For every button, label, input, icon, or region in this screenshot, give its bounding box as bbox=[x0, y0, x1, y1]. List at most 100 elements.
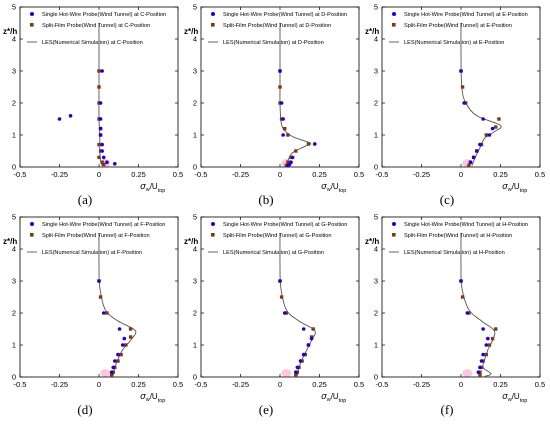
x-tick-label: 0.25 bbox=[131, 380, 146, 389]
hotwire-point bbox=[487, 133, 492, 137]
x-tick-label: -0.25 bbox=[413, 380, 430, 389]
panel-caption: (f) bbox=[441, 402, 454, 417]
x-tick-label: 0.25 bbox=[493, 380, 508, 389]
hotwire-point bbox=[281, 133, 285, 137]
hotwire-point bbox=[98, 133, 103, 137]
legend-label-les: LES(Numerical Simulation) at E-Position bbox=[404, 40, 504, 46]
split-film-point bbox=[119, 352, 123, 357]
x-tick-label: 0 bbox=[97, 170, 101, 179]
y-tick-label: 4 bbox=[12, 245, 16, 254]
legend-label-split: Split-Film Probe(Wind Tunnel) at F-Posit… bbox=[42, 233, 150, 239]
x-tick-label: 0 bbox=[278, 170, 282, 179]
hotwire-point bbox=[486, 336, 490, 341]
split-film-point bbox=[286, 160, 290, 164]
legend-label-hotwire: Single Hot-Wire Probe(Wind Tunnel) at H-… bbox=[404, 222, 528, 228]
split-film-point bbox=[494, 125, 498, 129]
x-tick-label: -0.5 bbox=[195, 380, 208, 389]
y-tick-label: 5 bbox=[374, 3, 378, 12]
y-tick-label: 0 bbox=[374, 373, 378, 382]
x-axis-label: σw/Utop bbox=[140, 391, 165, 404]
hotwire-point bbox=[286, 163, 290, 168]
hotwire-point bbox=[113, 359, 117, 363]
chart-panel: 0 1 2 3 4 5 -0.5 -0.25 0 0.25 0.5 z*/h σw/Utop Single… bbox=[184, 213, 364, 417]
hotwire-point bbox=[57, 117, 62, 121]
y-tick-label: 5 bbox=[374, 213, 378, 222]
split-film-point bbox=[494, 327, 498, 331]
split-film-point bbox=[97, 142, 101, 147]
hotwire-point bbox=[290, 155, 295, 160]
hotwire-point bbox=[475, 149, 479, 153]
legend-marker-split bbox=[30, 233, 34, 237]
legend-label-hotwire: Single Hot-Wire Probe(Wind Tunnel) at D-… bbox=[223, 12, 347, 18]
x-tick-label: -0.5 bbox=[195, 170, 208, 179]
split-film-point bbox=[487, 343, 492, 347]
y-tick-label: 4 bbox=[193, 245, 197, 254]
hotwire-point bbox=[309, 336, 314, 341]
hotwire-point bbox=[478, 365, 482, 370]
split-film-point bbox=[460, 295, 465, 299]
y-tick-label: 0 bbox=[374, 163, 378, 172]
legend-label-split: Split-Film Probe(Wind Tunnel) at H-Posit… bbox=[404, 233, 512, 239]
hotwire-point bbox=[97, 279, 101, 283]
hotwire-point bbox=[465, 311, 470, 315]
split-film-point bbox=[490, 336, 495, 341]
hotwire-point bbox=[479, 359, 484, 363]
base-highlight bbox=[462, 369, 473, 378]
legend-marker-hotwire bbox=[211, 222, 215, 226]
split-film-point bbox=[279, 295, 284, 299]
hotwire-point bbox=[301, 352, 306, 357]
y-axis-label: z*/h bbox=[365, 237, 379, 246]
hotwire-point bbox=[98, 126, 103, 131]
legend-marker-hotwire bbox=[30, 222, 34, 226]
x-tick-label: 0.25 bbox=[312, 170, 327, 179]
y-tick-label: 4 bbox=[12, 35, 16, 44]
y-tick-label: 3 bbox=[193, 277, 197, 286]
hotwire-point bbox=[101, 155, 106, 160]
hotwire-point bbox=[105, 160, 109, 164]
legend-marker-hotwire bbox=[211, 12, 215, 16]
hotwire-point bbox=[282, 311, 287, 315]
y-axis-label: z*/h bbox=[3, 237, 17, 246]
hotwire-point bbox=[122, 336, 127, 341]
hotwire-point bbox=[476, 370, 481, 374]
y-tick-label: 2 bbox=[374, 309, 378, 318]
y-tick-label: 0 bbox=[193, 163, 197, 172]
hotwire-point bbox=[484, 343, 489, 347]
y-tick-label: 5 bbox=[193, 3, 197, 12]
hotwire-point bbox=[100, 69, 104, 73]
split-film-point bbox=[286, 133, 290, 137]
panel-caption: (e) bbox=[259, 402, 273, 417]
split-film-point bbox=[306, 142, 311, 146]
hotwire-point bbox=[459, 69, 463, 73]
hotwire-point bbox=[111, 365, 116, 370]
hotwire-point bbox=[462, 101, 466, 105]
hotwire-point bbox=[279, 101, 284, 105]
hotwire-point bbox=[281, 117, 285, 121]
legend-marker-split bbox=[392, 23, 396, 27]
split-film-point bbox=[478, 373, 482, 378]
legend-marker-split bbox=[211, 23, 215, 27]
hotwire-point bbox=[312, 142, 317, 146]
split-film-point bbox=[124, 343, 128, 347]
split-film-point bbox=[484, 133, 488, 137]
hotwire-point bbox=[468, 160, 473, 164]
y-tick-label: 2 bbox=[12, 309, 16, 318]
y-tick-label: 4 bbox=[193, 35, 197, 44]
x-tick-label: 0.25 bbox=[493, 170, 508, 179]
legend-marker-hotwire bbox=[30, 12, 34, 16]
legend-marker-split bbox=[211, 233, 215, 237]
hotwire-point bbox=[294, 370, 298, 374]
legend-label-hotwire: Single Hot-Wire Probe(Wind Tunnel) at F-… bbox=[42, 222, 165, 228]
split-film-point bbox=[294, 149, 298, 153]
x-tick-label: 0 bbox=[459, 170, 463, 179]
split-film-point bbox=[116, 359, 120, 363]
x-tick-label: -0.5 bbox=[376, 170, 389, 179]
split-film-point bbox=[294, 373, 298, 378]
x-tick-label: -0.5 bbox=[376, 380, 389, 389]
x-tick-label: 0.25 bbox=[131, 170, 146, 179]
hotwire-point bbox=[301, 327, 306, 331]
hotwire-point bbox=[481, 327, 485, 331]
legend-label-hotwire: Single Hot-Wire Probe(Wind Tunnel) at G-… bbox=[223, 222, 347, 228]
y-tick-label: 1 bbox=[193, 341, 197, 350]
